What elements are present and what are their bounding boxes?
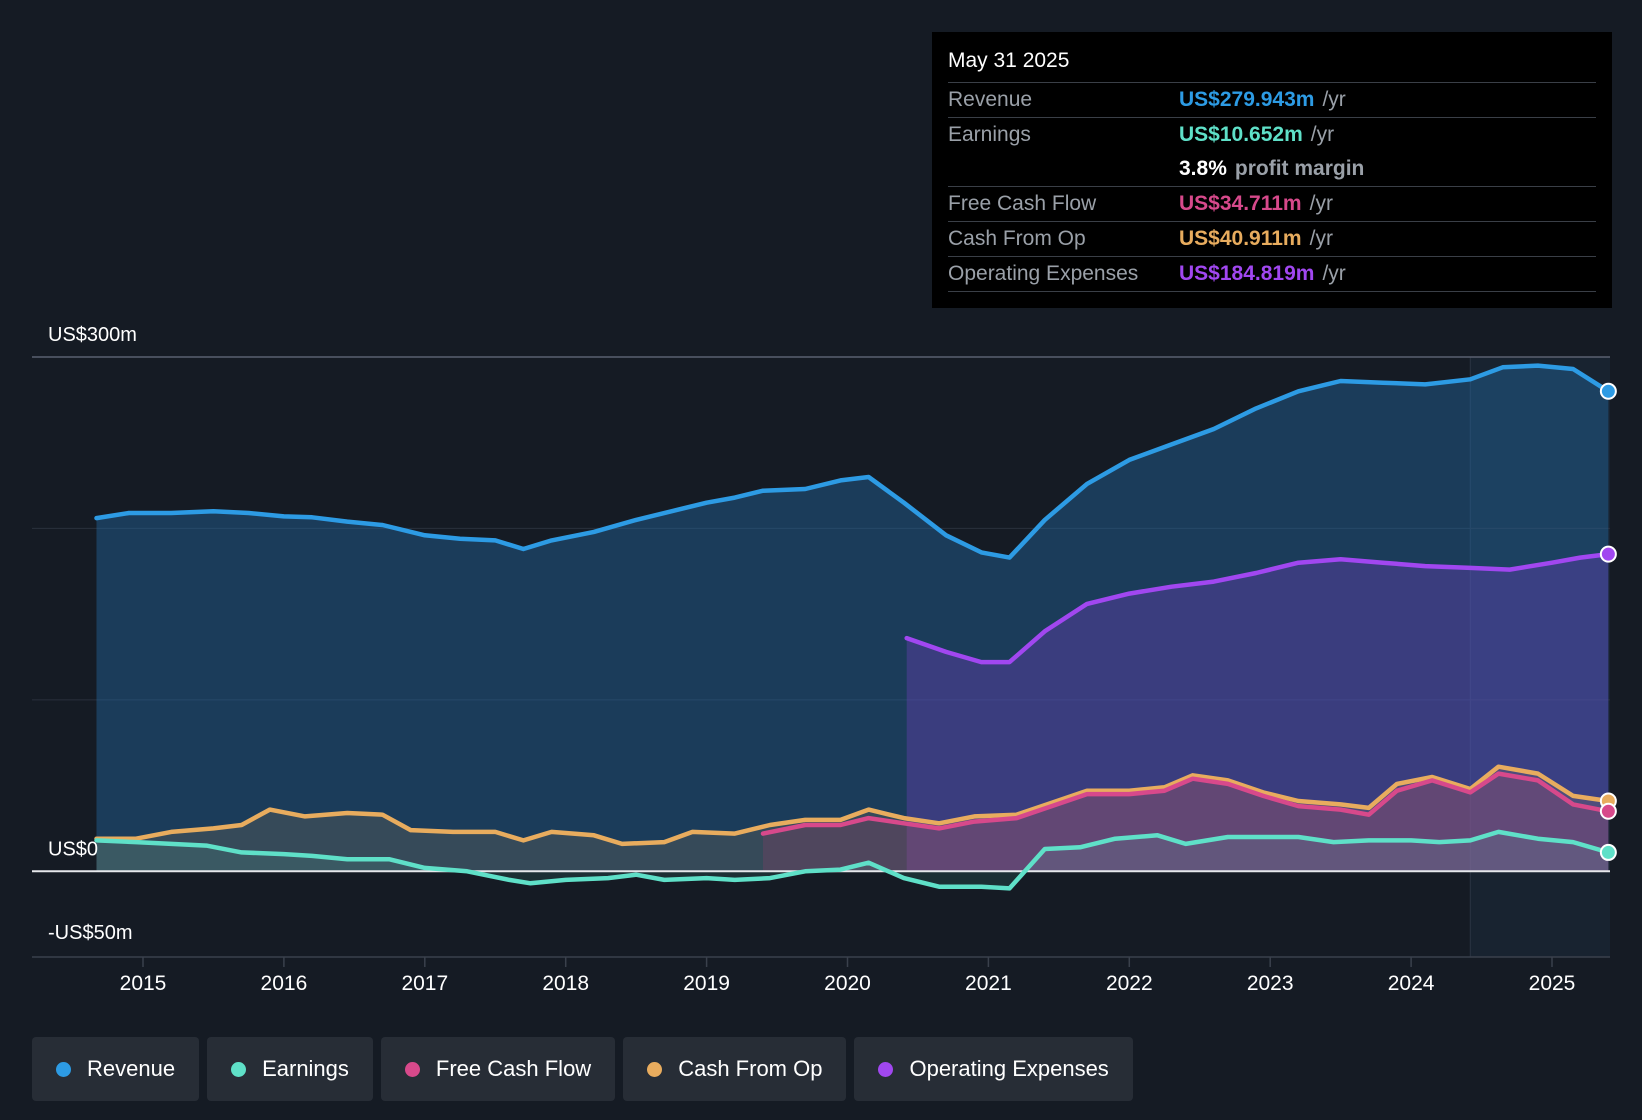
legend-dot-icon (878, 1061, 894, 1077)
legend-dot-icon (56, 1061, 71, 1077)
line-cash-from-op (94, 764, 1611, 847)
tooltip-value: US$184.819m (1179, 262, 1315, 285)
tooltip-label: Free Cash Flow (948, 192, 1097, 215)
line-revenue (94, 363, 1611, 560)
data-tooltip: May 31 2025 Revenue US$279.943m /yr Earn… (932, 32, 1612, 308)
legend-label: Earnings (262, 1056, 349, 1081)
legend-item-revenue[interactable]: Revenue (32, 1037, 200, 1101)
x-axis-label: 2018 (542, 972, 589, 995)
tooltip-unit: /yr (1309, 227, 1333, 250)
x-axis-label: 2025 (1529, 972, 1576, 995)
tooltip-row-operating-expenses: Operating Expenses US$184.819m /yr (948, 256, 1596, 292)
tooltip-date: May 31 2025 (948, 49, 1070, 72)
tooltip-label: Operating Expenses (948, 262, 1139, 285)
line-free-cash-flow (760, 771, 1611, 836)
legend-label: Cash From Op (678, 1056, 823, 1081)
tooltip-row-cash-from-op: Cash From Op US$40.911m /yr (948, 221, 1596, 256)
legend-label: Revenue (87, 1056, 176, 1081)
legend-item-earnings[interactable]: Earnings (207, 1037, 373, 1101)
tooltip-unit: /yr (1310, 123, 1335, 146)
line-operating-expenses (904, 551, 1611, 665)
tooltip-unit: /yr (1322, 88, 1346, 111)
endpoint-marker-operating-expenses (1599, 545, 1617, 563)
tooltip-row-free-cash-flow: Free Cash Flow US$34.711m /yr (948, 186, 1596, 221)
x-axis-label: 2017 (401, 972, 448, 995)
area-free-cash-flow (763, 773, 1609, 872)
x-axis-label: 2024 (1388, 972, 1435, 995)
y-axis-label: US$300m (48, 324, 137, 346)
x-axis-label: 2021 (965, 972, 1012, 995)
area-cash-from-op (96, 766, 1609, 872)
tooltip-value: US$10.652m (1179, 123, 1303, 146)
legend-dot-icon (231, 1061, 247, 1077)
tooltip-value: 3.8% (1179, 157, 1227, 180)
y-axis-label: -US$50m (48, 922, 132, 944)
tooltip-unit: /yr (1309, 192, 1333, 215)
tooltip-unit: profit margin (1234, 157, 1365, 180)
x-axis-label: 2015 (120, 972, 167, 995)
x-axis-label: 2023 (1247, 972, 1294, 995)
tooltip-row-profit-margin: 3.8% profit margin (948, 152, 1596, 186)
x-axis-label: 2020 (824, 972, 871, 995)
line-earnings (94, 829, 1611, 891)
endpoint-marker-revenue (1599, 382, 1617, 400)
legend-dot-icon (647, 1061, 663, 1077)
tooltip-value: US$40.911m (1179, 227, 1302, 250)
tooltip-label: Cash From Op (948, 227, 1086, 250)
tooltip-label: Earnings (948, 123, 1031, 146)
tooltip-value: US$279.943m (1179, 88, 1315, 111)
endpoint-marker-free-cash-flow (1599, 802, 1617, 820)
tooltip-unit: /yr (1322, 262, 1346, 285)
legend-dot-icon (404, 1061, 420, 1077)
area-revenue (96, 365, 1609, 872)
x-axis-label: 2019 (683, 972, 730, 995)
tooltip-value: US$34.711m (1179, 192, 1302, 215)
endpoint-marker-earnings (1599, 843, 1617, 861)
tooltip-row-earnings: Earnings US$10.652m /yr (948, 117, 1596, 152)
y-axis-label: US$0 (48, 838, 98, 860)
x-axis-label: 2022 (1106, 972, 1153, 995)
area-earnings (96, 831, 1609, 889)
legend: Revenue Earnings Free Cash Flow Cash Fro… (32, 1037, 1133, 1101)
x-axis-label: 2016 (261, 972, 308, 995)
legend-item-operating-expenses[interactable]: Operating Expenses (854, 1037, 1133, 1101)
highlight-region (1470, 357, 1610, 957)
tooltip-label: Revenue (948, 88, 1033, 111)
tooltip-row-revenue: Revenue US$279.943m /yr (948, 82, 1596, 117)
legend-label: Operating Expenses (909, 1056, 1109, 1081)
legend-label: Free Cash Flow (435, 1056, 592, 1081)
legend-item-free-cash-flow[interactable]: Free Cash Flow (380, 1037, 616, 1101)
legend-item-cash-from-op[interactable]: Cash From Op (623, 1037, 847, 1101)
